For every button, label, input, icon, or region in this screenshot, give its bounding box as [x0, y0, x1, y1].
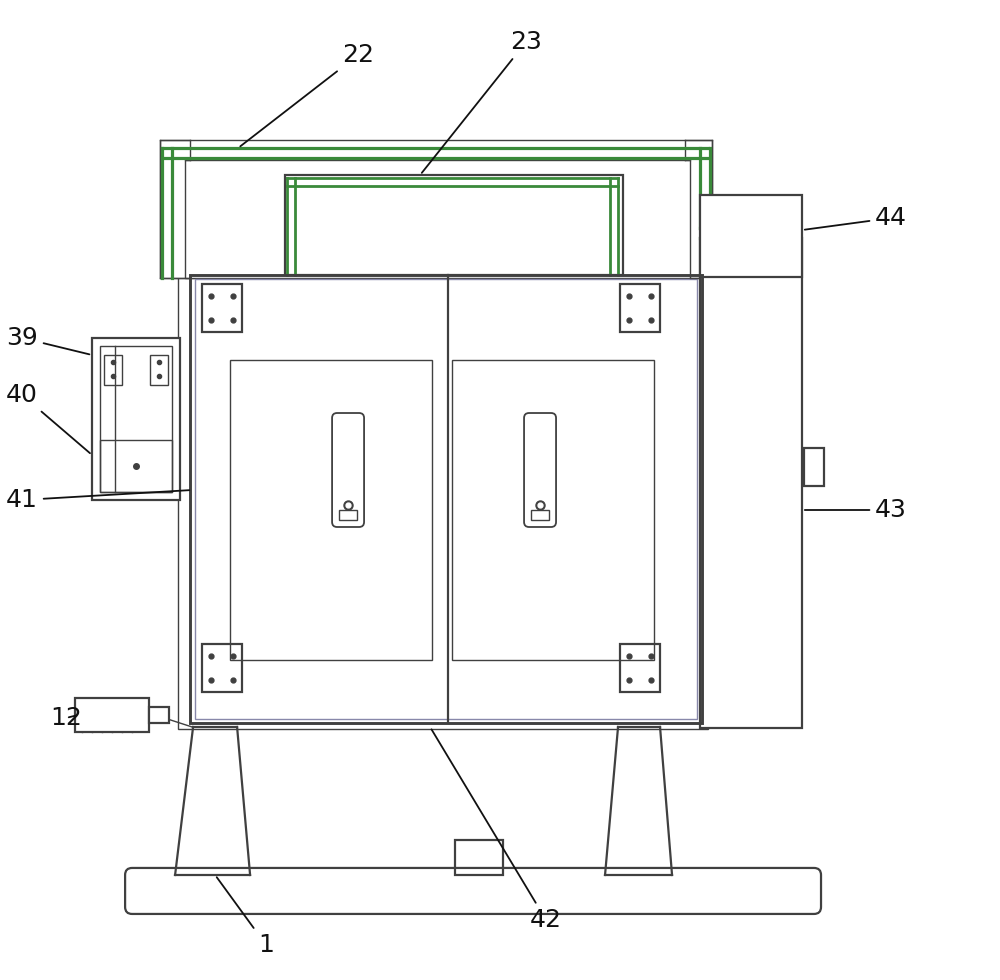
Bar — [190, 275, 702, 723]
Text: 42: 42 — [431, 729, 562, 932]
Bar — [700, 238, 802, 728]
Bar — [285, 175, 623, 275]
Bar — [531, 510, 549, 520]
Bar — [202, 284, 242, 332]
Bar — [150, 355, 168, 385]
Bar — [700, 195, 802, 277]
Bar — [100, 346, 172, 492]
Bar — [804, 448, 824, 486]
Text: 41: 41 — [6, 488, 189, 512]
Bar — [620, 284, 660, 332]
Bar — [202, 644, 242, 692]
Text: 39: 39 — [6, 326, 89, 355]
Bar — [178, 267, 708, 729]
Polygon shape — [605, 727, 672, 875]
FancyBboxPatch shape — [524, 413, 556, 527]
Bar — [452, 360, 654, 660]
Polygon shape — [175, 727, 250, 875]
Bar — [104, 355, 122, 385]
Bar — [185, 160, 690, 278]
Bar — [455, 840, 503, 875]
Text: 40: 40 — [6, 383, 90, 453]
Bar — [75, 698, 149, 732]
Bar — [620, 644, 660, 692]
Bar — [92, 338, 180, 500]
FancyBboxPatch shape — [332, 413, 364, 527]
FancyBboxPatch shape — [125, 868, 821, 914]
Text: 44: 44 — [805, 206, 907, 230]
Bar — [100, 440, 172, 492]
Text: 1: 1 — [217, 877, 274, 956]
Bar — [160, 140, 712, 278]
Bar — [149, 707, 169, 723]
Text: 43: 43 — [805, 498, 907, 522]
Bar — [230, 360, 432, 660]
Bar — [195, 279, 697, 719]
Text: 23: 23 — [422, 30, 542, 172]
Bar — [339, 510, 357, 520]
Text: 22: 22 — [240, 43, 374, 146]
Text: 12: 12 — [50, 706, 82, 730]
